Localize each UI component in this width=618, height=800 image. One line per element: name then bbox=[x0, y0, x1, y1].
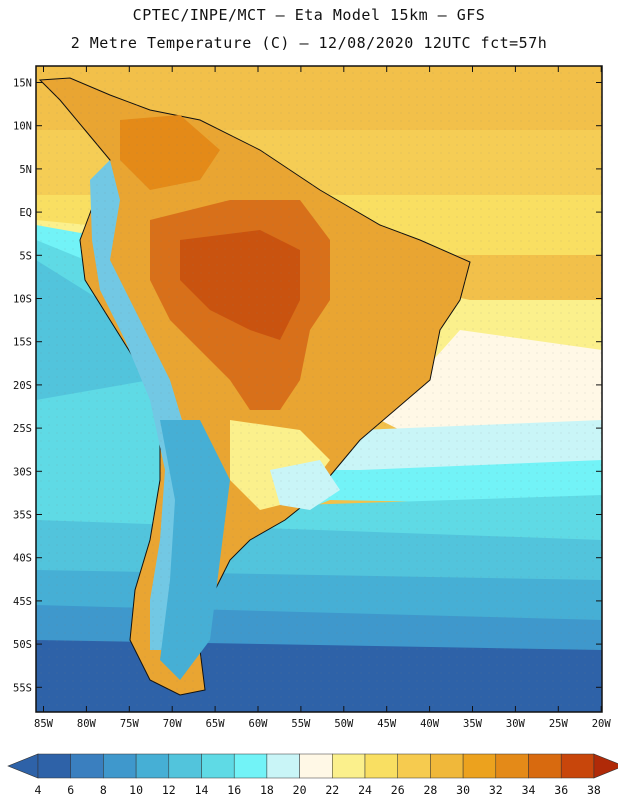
colorbar-label: 30 bbox=[456, 783, 470, 797]
colorbar-label: 26 bbox=[391, 783, 405, 797]
colorbar-swatch bbox=[70, 753, 104, 779]
colorbar-label: 8 bbox=[100, 783, 107, 797]
lat-label: 15N bbox=[13, 78, 32, 90]
colorbar-swatch bbox=[266, 753, 300, 779]
lon-label: 70W bbox=[163, 718, 183, 730]
lon-label: 25W bbox=[549, 718, 569, 730]
colorbar-swatch bbox=[233, 753, 268, 779]
colorbar-label: 10 bbox=[129, 783, 143, 797]
lon-label: 80W bbox=[77, 718, 97, 730]
latitude-axis: 15N 10N 5N EQ 5S 10S 15S 20S 25S 30S 35S 40S 45S 50S 5… bbox=[13, 78, 602, 694]
lat-label: EQ bbox=[19, 207, 32, 219]
map-field bbox=[36, 66, 602, 712]
lon-label: 20W bbox=[592, 718, 612, 730]
lon-label: 45W bbox=[377, 718, 397, 730]
colorbar-swatch bbox=[37, 753, 71, 779]
lon-label: 85W bbox=[34, 718, 54, 730]
colorbar-label: 28 bbox=[423, 783, 437, 797]
colorbar-swatch bbox=[201, 753, 235, 779]
colorbar-swatch bbox=[528, 753, 562, 779]
colorbar-label: 38 bbox=[587, 783, 601, 797]
lat-label: 45S bbox=[13, 596, 32, 608]
colorbar-label: 18 bbox=[260, 783, 274, 797]
lat-label: 55S bbox=[13, 682, 32, 694]
colorbar-label: 24 bbox=[358, 783, 372, 797]
longitude-axis: 85W 80W 75W 70W 65W 60W 55W 50W 45W 40W 35W 30W 25W 2… bbox=[34, 66, 611, 730]
lon-label: 30W bbox=[506, 718, 526, 730]
colorbar-swatch bbox=[135, 753, 170, 779]
colorbar-swatch bbox=[495, 753, 529, 779]
colorbar-label: 16 bbox=[227, 783, 241, 797]
colorbar-label: 14 bbox=[195, 783, 209, 797]
lon-label: 65W bbox=[206, 718, 226, 730]
lon-label: 40W bbox=[420, 718, 440, 730]
lon-label: 50W bbox=[334, 718, 354, 730]
lon-label: 55W bbox=[291, 718, 311, 730]
colorbar-label: 34 bbox=[522, 783, 536, 797]
lat-label: 40S bbox=[13, 553, 32, 565]
colorbar-swatch bbox=[103, 753, 137, 779]
colorbar-high-arrow bbox=[593, 753, 618, 779]
colorbar-swatch bbox=[397, 753, 431, 779]
lon-label: 35W bbox=[463, 718, 483, 730]
lat-label: 35S bbox=[13, 510, 32, 522]
map-frame bbox=[35, 65, 603, 713]
lat-label: 50S bbox=[13, 639, 32, 651]
lat-label: 15S bbox=[13, 337, 32, 349]
colorbar-swatch bbox=[560, 753, 595, 779]
colorbar-swatch bbox=[168, 753, 202, 779]
colorbar-swatch bbox=[299, 753, 333, 779]
colorbar-swatch bbox=[462, 753, 497, 779]
colorbar-label: 20 bbox=[293, 783, 307, 797]
colorbar-swatch bbox=[430, 753, 464, 779]
colorbar-label: 4 bbox=[35, 783, 42, 797]
lat-label: 5S bbox=[19, 250, 32, 262]
colorbar-label: 6 bbox=[67, 783, 74, 797]
grid-overlay bbox=[36, 66, 602, 712]
colorbar-label: 32 bbox=[489, 783, 503, 797]
colorbar-swatch bbox=[364, 753, 398, 779]
lat-label: 5N bbox=[19, 164, 32, 176]
title-variable: 2 Metre Temperature (C) – 12/08/2020 12U… bbox=[70, 34, 548, 52]
colorbar-low-arrow bbox=[7, 753, 39, 779]
lat-label: 30S bbox=[13, 466, 32, 478]
lon-label: 60W bbox=[249, 718, 269, 730]
lat-label: 20S bbox=[13, 380, 32, 392]
colorbar-swatch bbox=[332, 753, 366, 779]
lon-label: 75W bbox=[120, 718, 140, 730]
colorbar-label: 22 bbox=[325, 783, 339, 797]
colorbar-label: 12 bbox=[162, 783, 176, 797]
lat-label: 25S bbox=[13, 423, 32, 435]
lat-label: 10S bbox=[13, 294, 32, 306]
colorbar-label: 36 bbox=[554, 783, 568, 797]
title-model: CPTEC/INPE/MCT – Eta Model 15km – GFS bbox=[132, 6, 486, 24]
lat-label: 10N bbox=[13, 121, 32, 133]
